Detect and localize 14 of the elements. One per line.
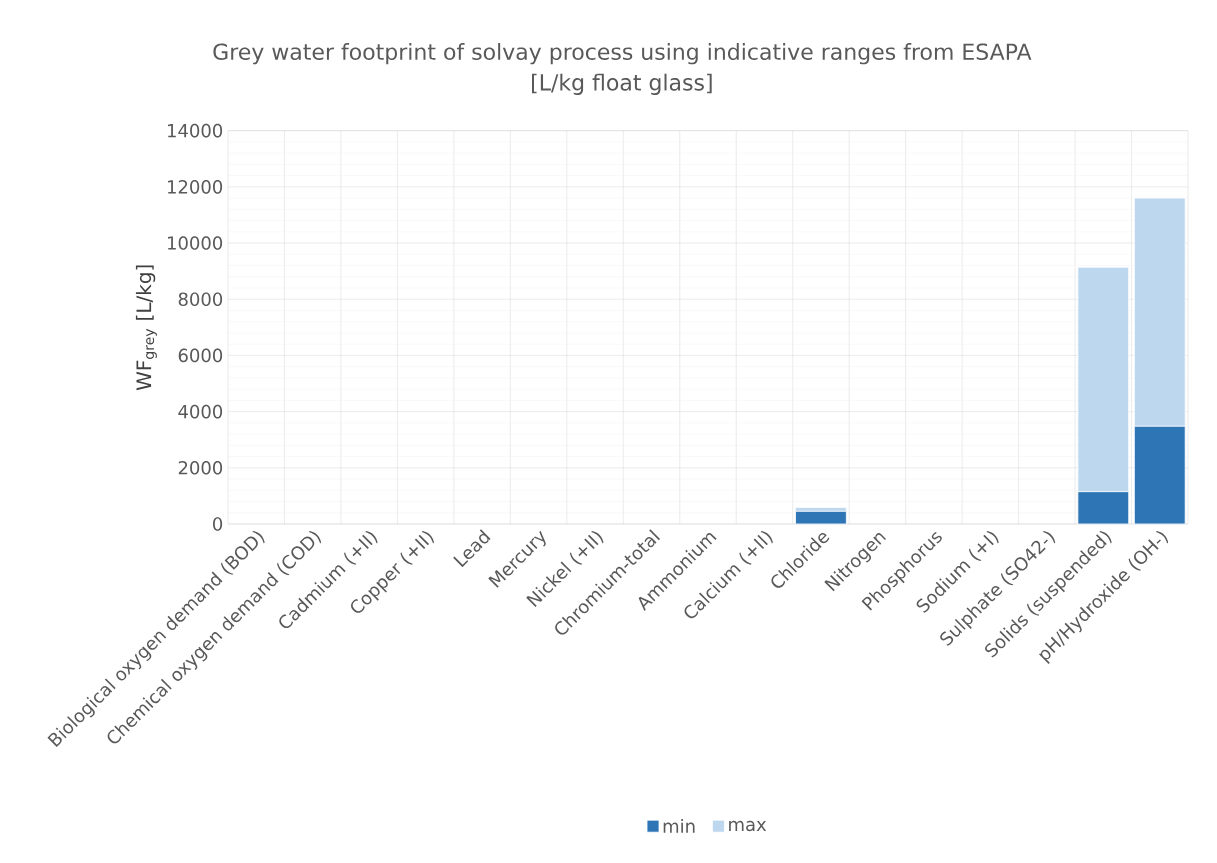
y-tick-label: 2000 <box>178 460 223 475</box>
y-tick-label: 6000 <box>178 348 223 363</box>
y-axis-title: WF$_{grey}$ [L/kg] <box>135 265 157 391</box>
chart-subtitle: [L/kg float glass] <box>532 73 712 95</box>
y-tick-label: 0 <box>213 517 223 531</box>
legend-label: min <box>663 819 695 833</box>
y-tick-label: 14000 <box>168 123 223 138</box>
y-tick-label: 4000 <box>178 404 223 419</box>
bar <box>795 510 847 524</box>
y-tick-label: 12000 <box>168 180 223 194</box>
legend-label: max <box>729 820 767 832</box>
y-tick-label: 10000 <box>168 236 223 250</box>
chart-title: Grey water footprint of solvay process using indicative ranges from ESAPA <box>213 43 1032 65</box>
y-tick-label: 8000 <box>178 292 223 307</box>
